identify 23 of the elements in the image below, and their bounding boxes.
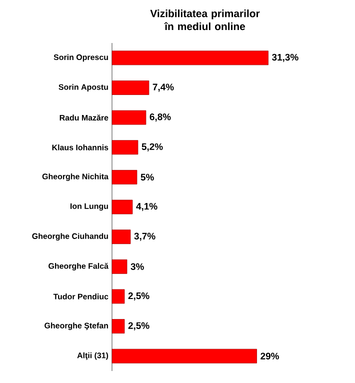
data-label: 31,3% <box>272 54 298 62</box>
bar <box>112 348 257 364</box>
bar <box>112 289 125 304</box>
data-label: 5,2% <box>142 143 163 152</box>
bar <box>112 259 128 274</box>
bar <box>112 50 268 66</box>
bar <box>112 140 138 155</box>
bar <box>112 230 131 244</box>
data-label: 2,5% <box>128 292 150 300</box>
data-label: 7,4% <box>152 84 174 92</box>
bar <box>112 319 125 334</box>
bar <box>112 170 138 184</box>
data-label: 29% <box>260 352 279 360</box>
data-label: 6,8% <box>150 114 171 122</box>
data-label: 3% <box>130 263 144 270</box>
data-label: 4,1% <box>136 202 158 212</box>
chart-title: Vizibilitatea primarilor în mediul online <box>150 10 260 30</box>
bar <box>112 110 146 125</box>
data-label: 3,7% <box>134 232 156 241</box>
data-label: 2,5% <box>128 322 150 330</box>
data-label: 5% <box>140 174 154 181</box>
bar <box>112 200 133 214</box>
bar <box>112 80 150 95</box>
